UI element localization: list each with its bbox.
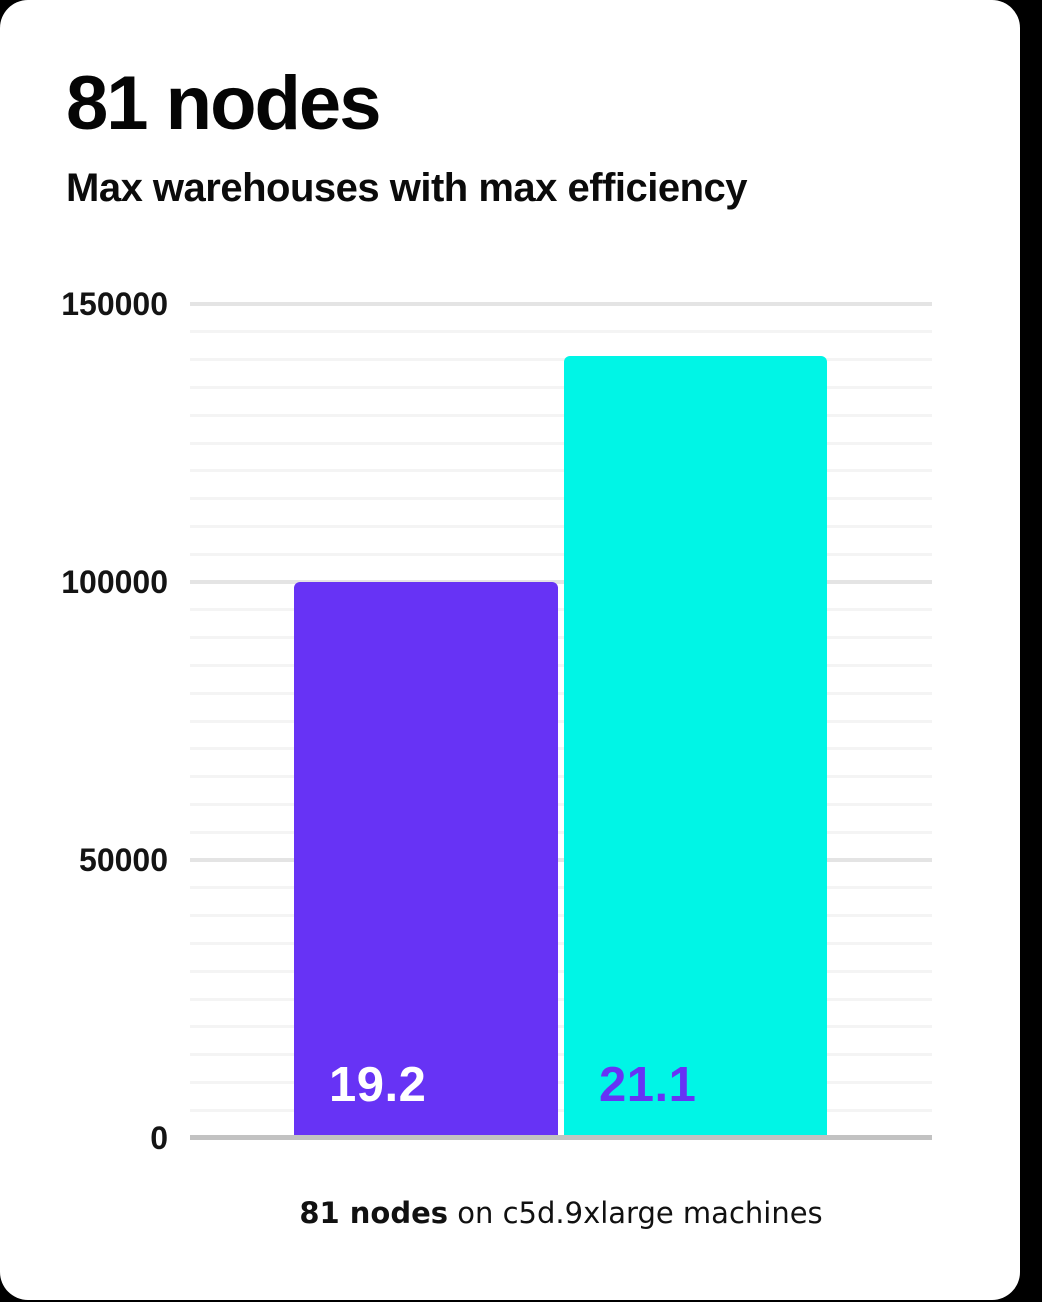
minor-gridline [190, 1080, 932, 1084]
minor-gridline [190, 997, 932, 1001]
minor-gridline [190, 524, 932, 528]
y-tick-label: 0 [150, 1120, 168, 1156]
minor-gridline [190, 941, 932, 945]
minor-gridline [190, 775, 932, 779]
bar-purple: 19.2 [294, 582, 558, 1136]
minor-gridline [190, 441, 932, 445]
bar-purple-value-label: 19.2 [329, 1058, 427, 1112]
minor-gridline [190, 358, 932, 362]
y-tick-label: 150000 [61, 286, 168, 322]
caption-bold-text: 81 nodes [299, 1196, 449, 1230]
major-gridline [190, 580, 932, 584]
minor-gridline [190, 1053, 932, 1057]
minor-gridline [190, 1025, 932, 1029]
minor-gridline [190, 1108, 932, 1112]
minor-gridline [190, 691, 932, 695]
y-tick-label: 50000 [79, 842, 168, 878]
minor-gridline [190, 886, 932, 890]
minor-gridline [190, 385, 932, 389]
y-axis: 0 50000 100000 150000 [40, 286, 168, 1156]
chart-title: 81 nodes [66, 61, 381, 146]
bar-cyan-value-label: 21.1 [599, 1058, 697, 1112]
plot-area: 19.2 21.1 [190, 302, 932, 1140]
minor-gridline [190, 747, 932, 751]
minor-gridline [190, 497, 932, 501]
caption-regular-text: on c5d.9xlarge machines [448, 1196, 823, 1230]
minor-gridline [190, 608, 932, 612]
minor-gridline [190, 413, 932, 417]
minor-gridline [190, 830, 932, 834]
minor-gridline [190, 663, 932, 667]
minor-gridline [190, 969, 932, 973]
chart-card: 81 nodes Max warehouses with max efficie… [0, 0, 1020, 1300]
chart-subtitle: Max warehouses with max efficiency [66, 166, 748, 210]
minor-gridline [190, 469, 932, 473]
minor-gridline [190, 636, 932, 640]
major-gridline [190, 858, 932, 862]
minor-gridline [190, 719, 932, 723]
major-gridline [190, 302, 932, 306]
minor-gridline [190, 802, 932, 806]
bar-cyan: 21.1 [564, 356, 827, 1136]
y-tick-label: 100000 [61, 564, 168, 600]
caption: 81 nodes on c5d.9xlarge machines [190, 1196, 932, 1230]
minor-gridline [190, 330, 932, 334]
minor-gridline [190, 914, 932, 918]
minor-gridline [190, 552, 932, 556]
x-axis-line [190, 1135, 932, 1140]
